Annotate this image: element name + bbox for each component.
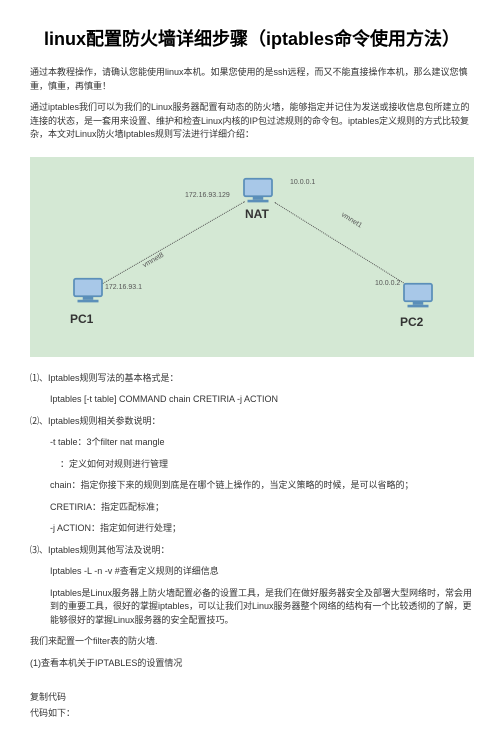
intro-paragraph-1: 通过本教程操作，请确认您能使⽤linux本机。如果您使⽤的是ssh远程，⽽⼜不能… <box>30 66 474 93</box>
section-2-line-3: chain：指定你接下来的规则到底是在哪个链上操作的，当定义策略的时候，是可以省… <box>30 479 474 493</box>
section-2-line-4: CRETIRIA：指定匹配标准； <box>30 501 474 515</box>
section-5: (1)查看本机关于IPTABLES的设置情况 <box>30 657 474 671</box>
section-3-line-1: Iptables -L -n -v #查看定义规则的详细信息 <box>30 565 474 579</box>
section-4: 我们来配置⼀个filter表的防⽕墙. <box>30 635 474 649</box>
pc1-label: PC1 <box>70 312 93 326</box>
pc1-node <box>70 277 106 305</box>
nat-node <box>240 177 276 205</box>
section-2-line-1: -t table：3个filter nat mangle <box>30 436 474 450</box>
network-diagram: NAT 172.16.93.129 10.0.0.1 vmnet8 vmnet1… <box>30 157 474 357</box>
link-nat-pc1 <box>88 200 245 292</box>
nat-label: NAT <box>245 207 269 221</box>
page-title: linux配置防⽕墙详细步骤（iptables命令使⽤⽅法） <box>30 25 474 51</box>
net-right-label: vmnet1 <box>340 211 363 229</box>
ip-pc2: 10.0.0.2 <box>375 280 400 287</box>
ip-nat-left: 172.16.93.129 <box>185 192 230 199</box>
section-3-paragraph: Iptables是Linux服务器上防⽕墙配置必备的设置⼯具，是我们在做好服务器… <box>30 587 474 628</box>
section-2-head: ⑵、Iptables规则相关参数说明： <box>30 415 474 429</box>
section-2-line-2: ：定义如何对规则进⾏管理 <box>30 458 474 472</box>
ip-nat-right: 10.0.0.1 <box>290 179 315 186</box>
section-1-body: Iptables [-t table] COMMAND chain CRETIR… <box>30 393 474 407</box>
ip-pc1: 172.16.93.1 <box>105 284 142 291</box>
section-3-head: ⑶、Iptables规则其他写法及说明： <box>30 544 474 558</box>
intro-paragraph-2: 通过iptables我们可以为我们的Linux服务器配置有动态的防⽕墙，能够指定… <box>30 101 474 142</box>
pc2-label: PC2 <box>400 315 423 329</box>
section-2-line-5: -j ACTION：指定如何进⾏处理； <box>30 522 474 536</box>
section-1-head: ⑴、Iptables规则写法的基本格式是： <box>30 372 474 386</box>
copy-code-label: 复制代码 <box>30 691 474 705</box>
code-as-follows-label: 代码如下： <box>30 707 474 721</box>
pc2-node <box>400 282 436 310</box>
